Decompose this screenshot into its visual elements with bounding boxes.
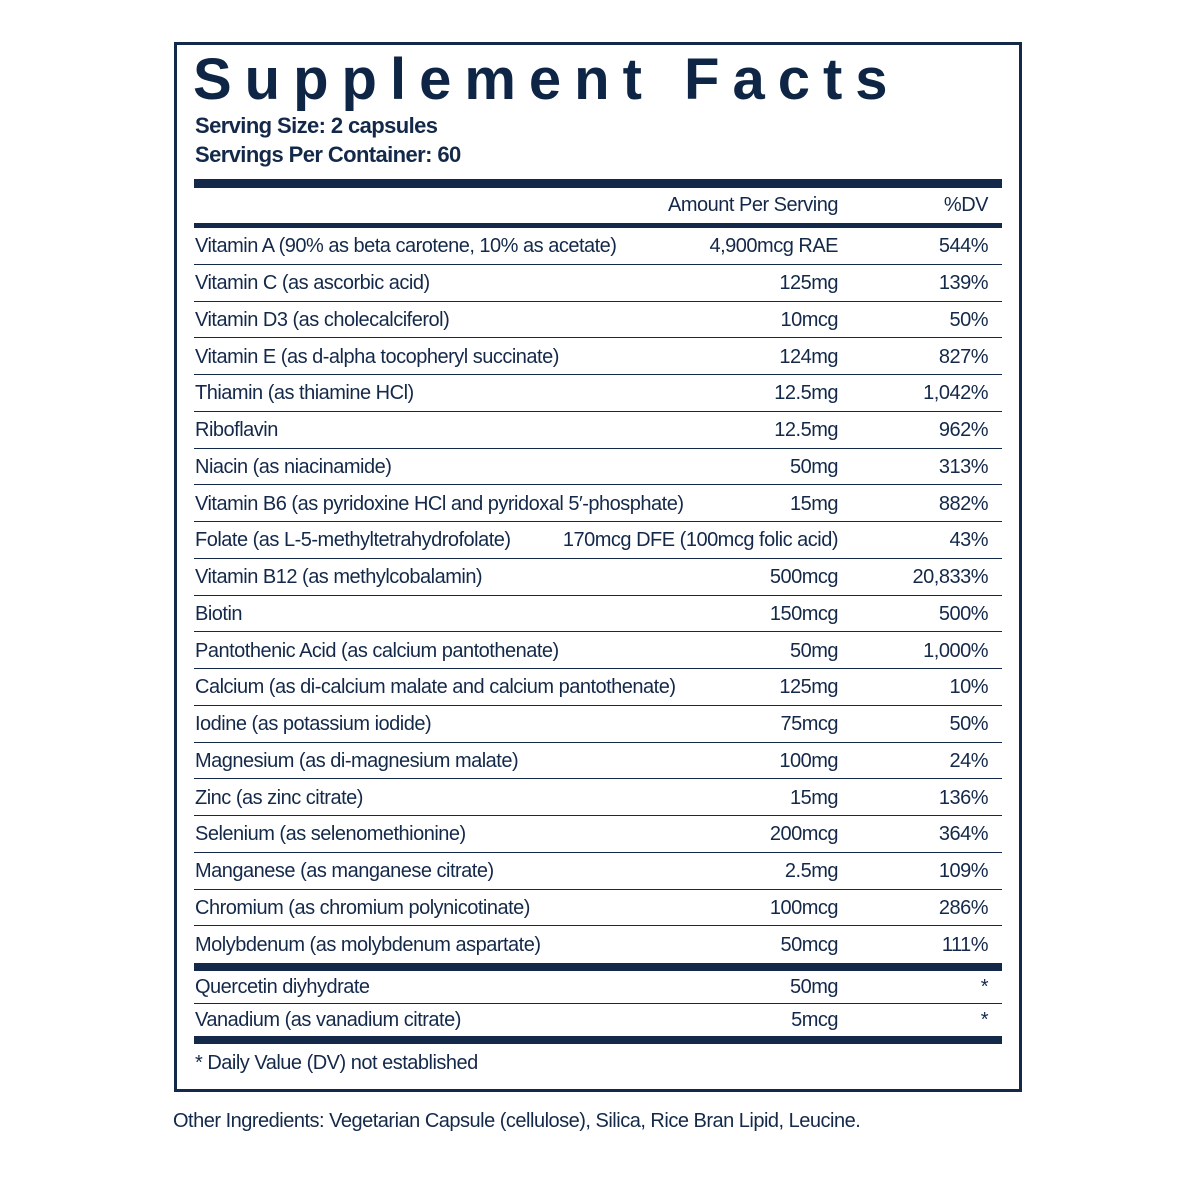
amount: 500mcg bbox=[769, 566, 839, 589]
row-divider bbox=[194, 484, 1002, 486]
daily-value: 286% bbox=[938, 896, 989, 919]
amount: 50mcg bbox=[780, 933, 838, 956]
daily-value: 500% bbox=[938, 602, 989, 625]
nutrient-name: Vitamin A (90% as beta carotene, 10% as … bbox=[195, 235, 617, 258]
divider-bar bbox=[194, 223, 1002, 228]
nutrient-name: Vitamin B12 (as methylcobalamin) bbox=[195, 566, 483, 589]
daily-value: 544% bbox=[938, 235, 989, 258]
row-divider bbox=[194, 631, 1002, 633]
label-border bbox=[174, 42, 1022, 1092]
daily-value: * bbox=[980, 1008, 989, 1031]
row-divider bbox=[194, 447, 1002, 449]
divider-bar bbox=[194, 179, 1002, 188]
daily-value: 20,833% bbox=[912, 566, 989, 589]
row-divider bbox=[194, 300, 1002, 302]
amount: 15mg bbox=[789, 492, 839, 515]
row-divider bbox=[194, 668, 1002, 669]
row-divider bbox=[194, 888, 1002, 890]
amount: 10mcg bbox=[780, 308, 838, 331]
nutrient-name: Niacin (as niacinamide) bbox=[195, 455, 392, 478]
row-divider bbox=[194, 778, 1002, 780]
amount: 5mcg bbox=[791, 1008, 838, 1031]
nutrient-name: Chromium (as chromium polynicotinate) bbox=[195, 896, 530, 919]
other-ingredients: Other Ingredients: Vegetarian Capsule (c… bbox=[173, 1110, 861, 1132]
nutrient-name: Magnesium (as di-magnesium malate) bbox=[195, 749, 519, 772]
divider-bar bbox=[194, 1036, 1002, 1044]
title: Supplement Facts bbox=[193, 47, 901, 112]
daily-value: 364% bbox=[938, 823, 989, 846]
daily-value: 136% bbox=[938, 786, 989, 809]
nutrient-name: Pantothenic Acid (as calcium pantothenat… bbox=[195, 639, 559, 662]
nutrient-name: Vitamin B6 (as pyridoxine HCl and pyrido… bbox=[195, 492, 684, 515]
nutrient-name: Vitamin E (as d-alpha tocopheryl succina… bbox=[195, 345, 559, 368]
nutrient-name: Molybdenum (as molybdenum aspartate) bbox=[195, 933, 541, 956]
nutrient-name: Quercetin diyhydrate bbox=[195, 976, 370, 999]
nutrient-name: Zinc (as zinc citrate) bbox=[195, 786, 363, 809]
nutrient-name: Selenium (as selenomethionine) bbox=[195, 823, 466, 846]
amount: 200mcg bbox=[769, 823, 839, 846]
row-divider bbox=[194, 557, 1002, 559]
amount: 50mg bbox=[789, 455, 839, 478]
amount: 125mg bbox=[779, 676, 838, 699]
nutrient-name: Riboflavin bbox=[195, 419, 278, 442]
row-divider bbox=[194, 1002, 1002, 1004]
serving-size: Serving Size: 2 capsules bbox=[195, 113, 438, 138]
daily-value: 50% bbox=[949, 713, 988, 736]
amount: 12.5mg bbox=[774, 382, 838, 405]
amount: 125mg bbox=[779, 272, 838, 295]
daily-value: 43% bbox=[949, 529, 988, 552]
nutrient-name: Biotin bbox=[195, 602, 243, 625]
daily-value: 109% bbox=[938, 860, 989, 883]
row-divider bbox=[194, 741, 1002, 743]
divider-bar bbox=[194, 963, 1002, 971]
amount: 150mcg bbox=[769, 602, 839, 625]
nutrient-name: Thiamin (as thiamine HCl) bbox=[195, 382, 414, 405]
amount: 75mcg bbox=[780, 713, 838, 736]
amount: 50mg bbox=[789, 639, 839, 662]
amount: 100mg bbox=[779, 749, 838, 772]
amount: 12.5mg bbox=[774, 419, 838, 442]
row-divider bbox=[194, 815, 1002, 816]
daily-value: 313% bbox=[938, 455, 989, 478]
nutrient-name: Vitamin D3 (as cholecalciferol) bbox=[195, 308, 450, 331]
row-divider bbox=[194, 337, 1002, 339]
daily-value: * bbox=[980, 976, 989, 999]
daily-value: 1,042% bbox=[923, 382, 988, 405]
daily-value: 827% bbox=[938, 345, 989, 368]
servings-per-container: Servings Per Container: 60 bbox=[195, 142, 461, 167]
nutrient-name: Iodine (as potassium iodide) bbox=[195, 713, 432, 736]
nutrient-name: Folate (as L-5-methyltetrahydrofolate) bbox=[195, 529, 511, 552]
amount: 124mg bbox=[779, 345, 838, 368]
nutrient-name: Vitamin C (as ascorbic acid) bbox=[195, 272, 430, 295]
daily-value: 10% bbox=[949, 676, 988, 699]
nutrient-name: Calcium (as di-calcium malate and calciu… bbox=[195, 676, 676, 699]
nutrient-name: Vanadium (as vanadium citrate) bbox=[195, 1008, 461, 1031]
row-divider bbox=[194, 263, 1002, 265]
footnote: * Daily Value (DV) not established bbox=[195, 1052, 478, 1074]
row-divider bbox=[194, 374, 1002, 375]
row-divider bbox=[194, 925, 1002, 927]
row-divider bbox=[194, 851, 1002, 853]
daily-value: 1,000% bbox=[923, 639, 988, 662]
amount: 2.5mg bbox=[784, 860, 839, 883]
amount: 4,900mcg RAE bbox=[709, 235, 838, 258]
daily-value: 882% bbox=[938, 492, 989, 515]
column-header: %DV bbox=[943, 194, 989, 216]
row-divider bbox=[194, 410, 1002, 412]
amount: 100mcg bbox=[769, 896, 839, 919]
amount: 170mcg DFE (100mcg folic acid) bbox=[562, 529, 839, 552]
row-divider bbox=[194, 521, 1002, 522]
daily-value: 962% bbox=[938, 419, 989, 442]
daily-value: 111% bbox=[941, 933, 989, 956]
column-header: Amount Per Serving bbox=[668, 194, 838, 216]
row-divider bbox=[194, 704, 1002, 706]
daily-value: 24% bbox=[949, 749, 988, 772]
row-divider bbox=[194, 594, 1002, 596]
daily-value: 50% bbox=[949, 308, 988, 331]
nutrient-name: Manganese (as manganese citrate) bbox=[195, 860, 494, 883]
amount: 50mg bbox=[789, 976, 839, 999]
daily-value: 139% bbox=[938, 272, 989, 295]
amount: 15mg bbox=[789, 786, 839, 809]
